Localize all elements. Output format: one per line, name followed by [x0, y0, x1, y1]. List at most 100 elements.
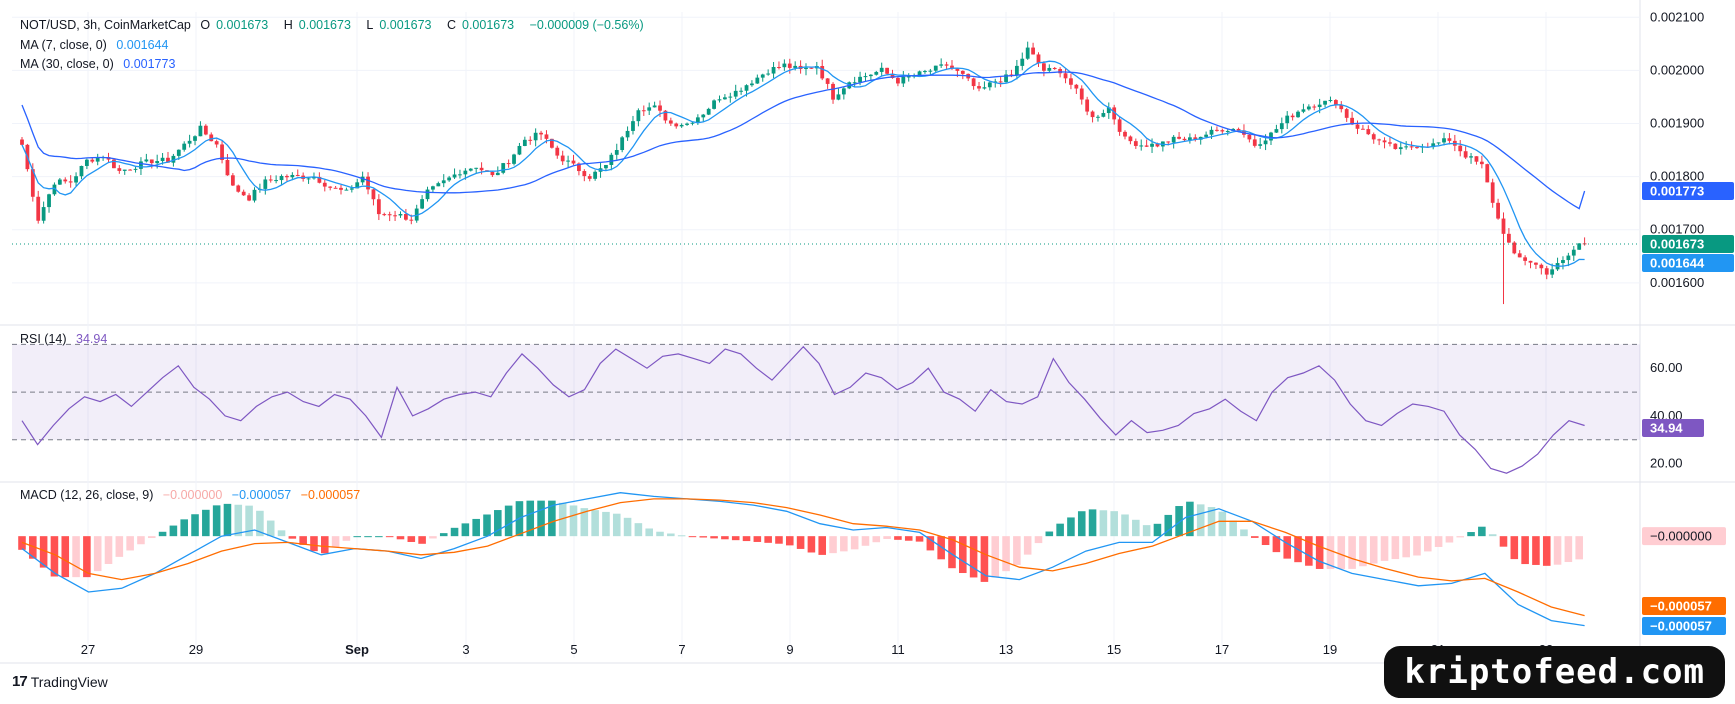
candle-body: [1101, 113, 1106, 117]
candle-body: [1447, 138, 1452, 141]
candle-body: [1209, 129, 1214, 135]
macd-histogram-bar: [915, 536, 924, 542]
candle-body: [79, 165, 84, 177]
candle-body: [1436, 142, 1441, 144]
x-axis-label: Sep: [345, 642, 369, 657]
macd-histogram-bar: [450, 527, 459, 537]
candle-body: [1279, 123, 1284, 130]
macd-pane[interactable]: [18, 492, 1585, 627]
macd-histogram-bar: [180, 519, 188, 537]
candle-body: [193, 136, 197, 141]
candle-body: [333, 187, 338, 189]
candle-body: [139, 161, 143, 169]
macd-histogram-bar: [1261, 536, 1270, 546]
candle-body: [1512, 242, 1517, 254]
candle-body: [528, 139, 533, 141]
candle-body: [1155, 143, 1160, 147]
signal-label-bg: [1642, 597, 1726, 615]
macd-histogram-bar: [126, 536, 134, 551]
macd-histogram-bar: [1164, 514, 1173, 537]
macd-histogram-bar: [439, 533, 448, 537]
candle-body: [1096, 116, 1100, 118]
candle-body: [917, 71, 922, 76]
ma7-legend: MA (7, close, 0) 0.001644: [20, 38, 174, 52]
candle-body: [1285, 115, 1290, 124]
macd-histogram-bar: [721, 536, 729, 540]
tradingview-logo[interactable]: 17 TradingView: [12, 673, 108, 690]
candle-body: [355, 182, 360, 189]
ma30-price-label-bg: [1642, 181, 1734, 200]
candle-body: [1393, 143, 1398, 150]
macd-histogram-bar: [202, 509, 210, 537]
candle-body: [717, 99, 722, 101]
candle-body: [793, 65, 798, 68]
candle-body: [214, 141, 219, 145]
candle-body: [409, 219, 414, 221]
candle-body: [1539, 264, 1544, 269]
candle-body: [1544, 268, 1549, 275]
macd-histogram-bar: [1575, 536, 1583, 560]
candle-body: [593, 171, 598, 179]
ma30-price-label: 0.001773: [1650, 183, 1704, 198]
macd-histogram-bar: [245, 505, 253, 537]
macd-histogram-bar: [1456, 536, 1465, 538]
macd-histogram-bar: [829, 536, 837, 554]
rsi-pane[interactable]: [12, 343, 1640, 474]
macd-histogram-bar: [299, 536, 307, 545]
candle-body: [1144, 145, 1149, 147]
candle-body: [960, 70, 965, 74]
macd-histogram-bar: [1034, 536, 1043, 544]
candle-body: [171, 155, 176, 163]
candle-body: [1042, 63, 1046, 71]
macd-histogram-bar: [980, 536, 989, 582]
candle-body: [587, 176, 592, 179]
candle-body: [977, 86, 981, 89]
watermark-logo: kriptofeed.com: [1384, 646, 1725, 698]
candle-body: [47, 194, 51, 208]
candle-body: [1187, 137, 1192, 141]
x-axis-label: 5: [570, 642, 577, 657]
macd-histogram-bar: [634, 523, 643, 537]
candle-body: [506, 163, 511, 165]
macd-histogram-bar: [1196, 504, 1205, 537]
candle-body: [777, 67, 781, 69]
candle-body: [1215, 129, 1219, 131]
tradingview-label: TradingView: [30, 673, 108, 690]
ma30-label: MA (30, close, 0): [20, 57, 114, 71]
candle-body: [663, 110, 668, 121]
candle-body: [1014, 65, 1019, 76]
macd-histogram-bar: [1132, 519, 1140, 537]
macd-label: MACD (12, 26, close, 9): [20, 488, 154, 502]
signal-line: [21, 498, 1585, 617]
candle-body: [1490, 182, 1495, 203]
macd-hist-label-bg: [1642, 527, 1726, 546]
macd-histogram-bar: [1023, 536, 1032, 555]
price-pane[interactable]: [12, 41, 1640, 305]
candle-body: [1496, 202, 1500, 219]
candle-body: [571, 160, 576, 164]
candle-body: [533, 132, 538, 141]
candle-body: [679, 124, 684, 127]
macd-histogram-bar: [591, 510, 599, 537]
candle-body: [463, 170, 468, 175]
candle-body: [1528, 260, 1533, 263]
candle-body: [863, 76, 868, 78]
candle-body: [387, 214, 392, 216]
macd-histogram-bar: [1229, 520, 1237, 537]
price-axis-tick: 0.001900: [1650, 116, 1704, 131]
macd-histogram-bar: [861, 536, 870, 546]
candle-body: [1534, 262, 1538, 265]
tradingview-icon: 17: [12, 673, 28, 690]
candle-body: [1485, 164, 1490, 183]
macd-histogram-bar: [353, 536, 362, 538]
candle-body: [236, 185, 241, 192]
candle-body: [1366, 129, 1371, 135]
x-axis-label: 29: [189, 642, 203, 657]
candle-body: [474, 167, 479, 169]
candle-body: [220, 144, 224, 161]
ma7-price-label-bg: [1642, 254, 1734, 273]
candle-body: [295, 174, 300, 176]
candle-body: [901, 76, 906, 84]
candle-body: [176, 149, 181, 156]
